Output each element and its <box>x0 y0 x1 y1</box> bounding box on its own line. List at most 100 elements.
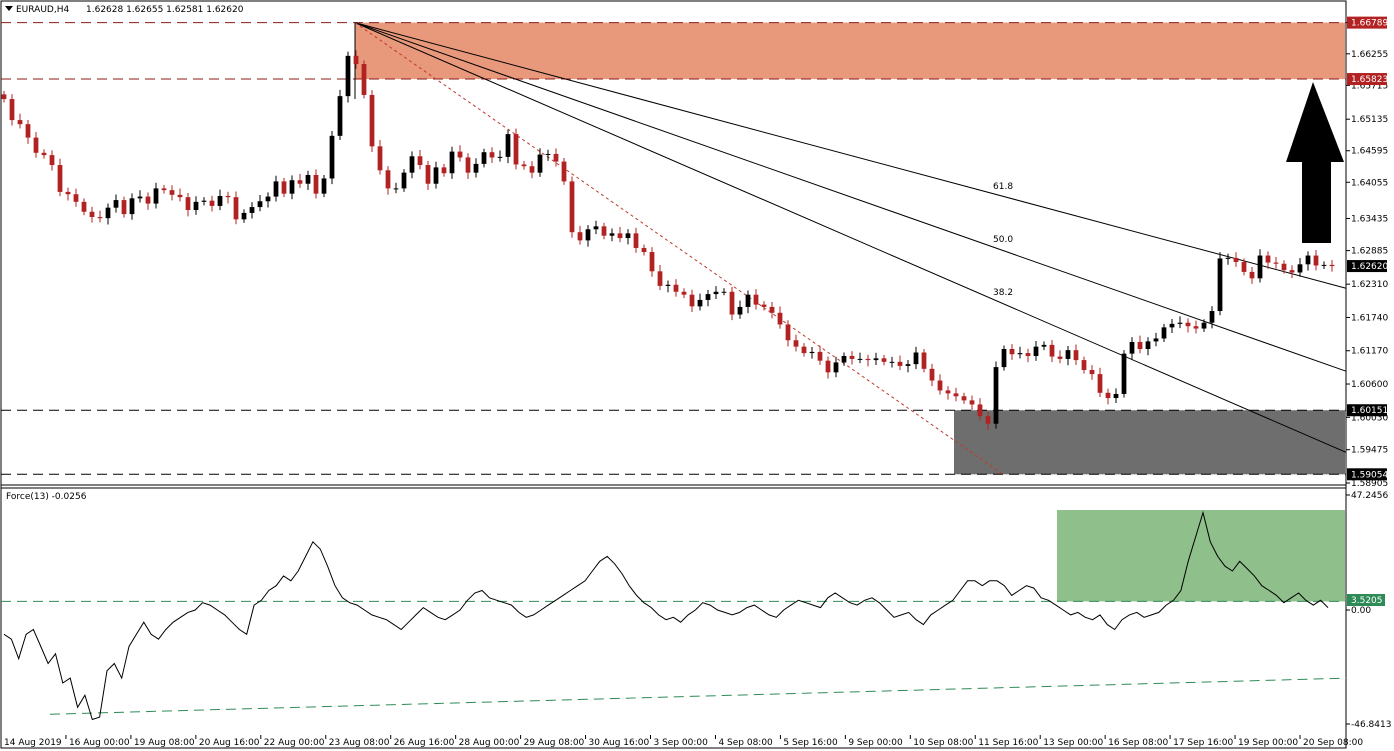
candle <box>1217 252 1223 316</box>
time-tick-label: 22 Aug 00:00 <box>264 738 325 748</box>
symbol-label: EURAUD,H4 <box>16 5 69 15</box>
candle <box>161 184 167 194</box>
candle <box>673 279 679 297</box>
time-tick-label: 9 Sep 00:00 <box>848 738 903 748</box>
candle <box>737 300 743 319</box>
fan-line <box>354 22 1347 289</box>
candle <box>1121 350 1127 398</box>
price-level-box <box>1347 16 1387 29</box>
time-tick-label: 29 Aug 08:00 <box>524 738 585 748</box>
candle <box>305 170 311 191</box>
indicator-label: Force(13) -0.0256 <box>6 492 87 502</box>
indicator-zone <box>1 510 1347 715</box>
candle <box>721 288 727 296</box>
price-tick-label: 1.65715 <box>1351 81 1388 91</box>
candle <box>1049 339 1055 363</box>
candle <box>209 195 215 212</box>
candle <box>657 265 663 291</box>
fan-line <box>354 22 1347 453</box>
candle <box>1017 346 1023 359</box>
candle <box>569 176 575 238</box>
resistance-zone <box>355 22 1345 80</box>
up-arrow-icon <box>1286 82 1344 243</box>
candle <box>937 374 943 395</box>
candle <box>145 192 151 210</box>
candle <box>761 301 767 311</box>
candle <box>649 247 655 277</box>
indicator-scale-top: 47.2456 <box>1351 491 1388 501</box>
candle <box>1081 356 1087 374</box>
candle <box>1265 251 1271 269</box>
candle <box>601 222 607 240</box>
chart-frame <box>0 0 1347 749</box>
candle <box>977 398 983 421</box>
time-tick-label: 19 Aug 08:00 <box>134 738 195 748</box>
candle <box>969 395 975 411</box>
candle <box>529 161 535 179</box>
candle <box>345 51 351 103</box>
candle <box>1041 341 1047 351</box>
candle <box>1305 251 1311 271</box>
candle <box>985 411 991 431</box>
indicator-level-label: 3.5205 <box>1351 596 1383 606</box>
candle <box>425 160 431 191</box>
price-tick-label: 1.60030 <box>1351 413 1388 423</box>
candle <box>1201 319 1207 333</box>
candle <box>1097 367 1103 397</box>
candle <box>233 191 239 225</box>
candle <box>793 334 799 352</box>
candle <box>329 130 335 185</box>
candle <box>17 113 23 129</box>
candle <box>929 363 935 387</box>
candle <box>609 228 615 242</box>
candle <box>441 163 447 177</box>
candle <box>689 289 695 312</box>
candle <box>521 160 527 170</box>
candle <box>313 169 319 199</box>
candle <box>1169 318 1175 333</box>
candle <box>33 131 39 158</box>
candle <box>1153 332 1159 347</box>
candle <box>129 193 135 220</box>
time-tick-label: 17 Sep 16:00 <box>1173 738 1233 748</box>
candle <box>73 188 79 207</box>
candle <box>1241 258 1247 276</box>
price-tick-label: 1.62310 <box>1351 280 1388 290</box>
candle <box>577 225 583 245</box>
candle <box>545 149 551 161</box>
candle <box>553 148 559 167</box>
candle <box>833 356 839 378</box>
time-tick-label: 23 Aug 08:00 <box>329 738 390 748</box>
force-index-path <box>3 510 1329 721</box>
candle <box>865 354 871 367</box>
time-axis: 14 Aug 2019 16 Aug 00:00 19 Aug 08:00 20 Au… <box>0 735 1363 748</box>
collapse-triangle-icon[interactable] <box>5 6 13 11</box>
candle <box>177 188 183 202</box>
candle <box>49 150 55 171</box>
candle <box>801 343 807 357</box>
price-tick-label: 1.66255 <box>1351 50 1388 60</box>
price-tick-label: 1.64055 <box>1351 178 1388 188</box>
candle <box>65 187 71 201</box>
indicator-scale-bottom: -46.8413 <box>1351 720 1391 730</box>
price-axis: 1.66789 1.66255 1.65715 1.65135 1.64595 1.640… <box>1346 19 1388 489</box>
candle <box>617 227 623 243</box>
candle <box>1313 249 1319 271</box>
price-level-label: 1.60151 <box>1351 406 1388 416</box>
candle <box>1185 318 1191 333</box>
candle <box>1113 388 1119 403</box>
candle <box>353 50 359 69</box>
candle <box>585 225 591 247</box>
price-tick-label: 1.63435 <box>1351 214 1388 224</box>
candle <box>593 220 599 235</box>
candle <box>1145 337 1151 356</box>
candle <box>1089 365 1095 380</box>
candle <box>785 320 791 347</box>
price-level-box <box>1347 404 1387 417</box>
price-tick-label: 1.65135 <box>1351 115 1388 125</box>
candle <box>241 209 247 223</box>
indicator-green-zone <box>1057 510 1345 602</box>
force-index-line <box>3 510 1329 721</box>
price-tick-label: 1.58905 <box>1351 479 1388 489</box>
